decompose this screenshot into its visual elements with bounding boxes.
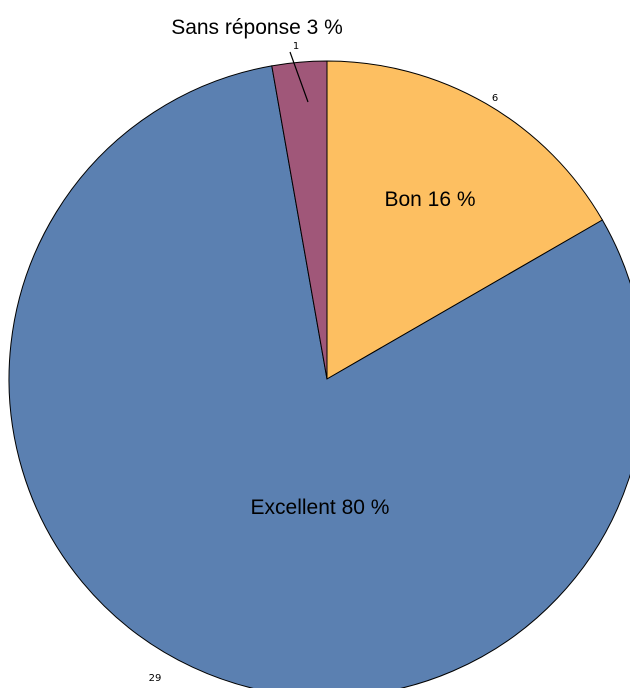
pie-slice-excellent [8,65,630,688]
pie-slice-bon [326,60,604,380]
leader-line-sans-reponse [289,51,309,103]
count-label-excellent: 29 [149,673,162,684]
pie-slices [8,60,630,688]
label-sans-reponse: Sans réponse 3 % [171,16,343,39]
label-excellent: Excellent 80 % [251,496,390,519]
pie-slice-sans-r-ponse [271,60,328,380]
count-label-sans-reponse: 1 [293,41,299,52]
label-bon: Bon 16 % [384,188,475,211]
count-label-bon: 6 [492,93,498,104]
